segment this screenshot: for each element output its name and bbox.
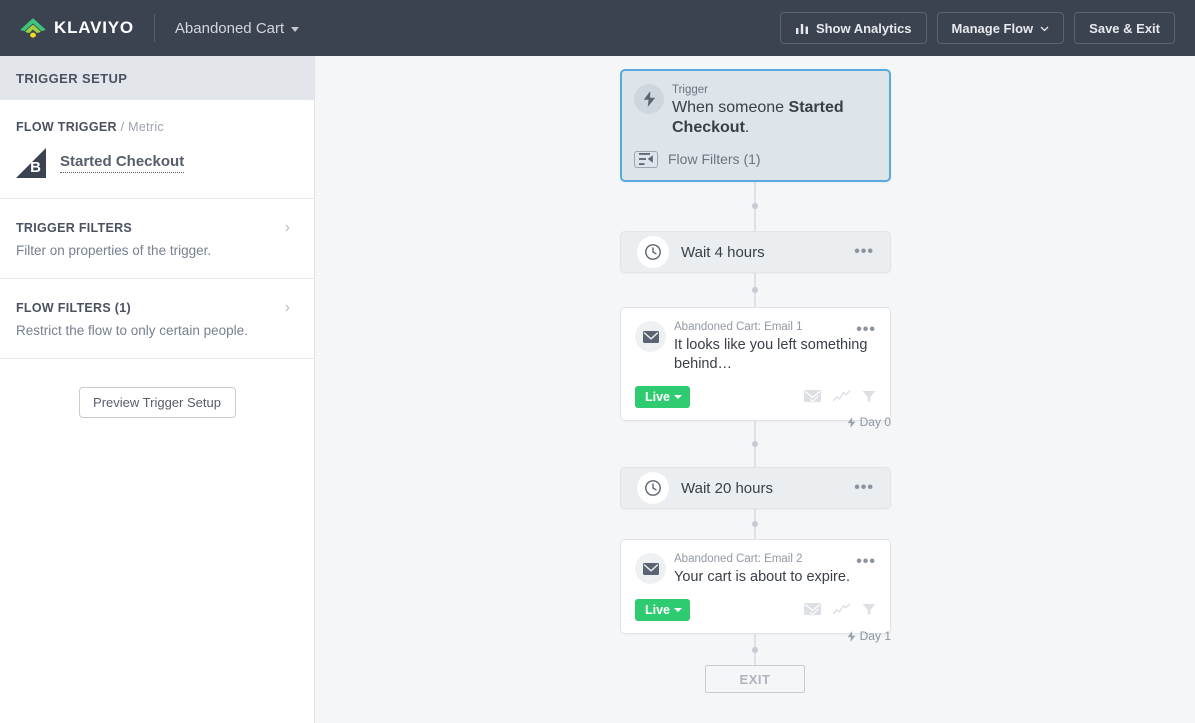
svg-text:B: B — [30, 159, 41, 176]
